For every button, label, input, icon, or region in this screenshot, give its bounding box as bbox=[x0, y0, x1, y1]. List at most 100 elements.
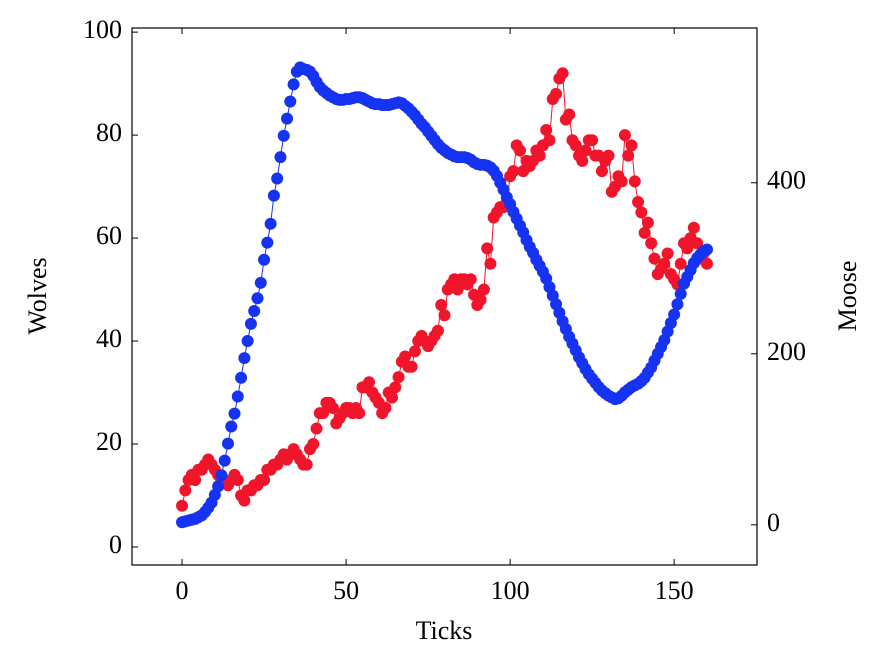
x-tick-label: 100 bbox=[491, 576, 530, 605]
data-point bbox=[274, 151, 287, 164]
data-point bbox=[628, 175, 641, 188]
data-point bbox=[648, 252, 661, 265]
y2-tick-label: 0 bbox=[767, 508, 780, 537]
data-point bbox=[674, 287, 687, 300]
y-axis-label: Wolves bbox=[23, 257, 52, 334]
data-point bbox=[451, 283, 464, 296]
data-point bbox=[481, 242, 494, 255]
data-point bbox=[645, 237, 658, 250]
data-point bbox=[632, 196, 645, 209]
data-point bbox=[641, 216, 654, 229]
x-tick-label: 50 bbox=[333, 576, 359, 605]
data-point bbox=[513, 144, 526, 157]
data-point bbox=[386, 391, 399, 404]
data-point bbox=[379, 401, 392, 414]
data-point bbox=[399, 350, 412, 363]
data-point bbox=[264, 217, 277, 230]
data-point bbox=[238, 352, 251, 365]
data-point bbox=[251, 292, 264, 305]
data-point bbox=[586, 134, 599, 147]
data-point bbox=[363, 376, 376, 389]
data-point bbox=[569, 139, 582, 152]
y-tick-label: 60 bbox=[96, 221, 122, 250]
y2-tick-label: 400 bbox=[767, 166, 806, 195]
data-point bbox=[438, 309, 451, 322]
data-point bbox=[267, 189, 280, 202]
data-point bbox=[638, 226, 651, 239]
data-point bbox=[326, 401, 339, 414]
data-point bbox=[661, 247, 674, 260]
x-tick-label: 150 bbox=[655, 576, 694, 605]
data-point bbox=[474, 293, 487, 306]
data-point bbox=[287, 78, 300, 91]
data-point bbox=[618, 129, 631, 142]
data-point bbox=[435, 298, 448, 311]
data-point bbox=[310, 422, 323, 435]
data-point bbox=[179, 484, 192, 497]
data-point bbox=[389, 381, 402, 394]
plot-frame bbox=[131, 27, 758, 566]
data-point bbox=[317, 407, 330, 420]
data-point bbox=[543, 134, 556, 147]
data-point bbox=[307, 438, 320, 451]
data-point bbox=[658, 257, 671, 270]
data-point bbox=[261, 236, 274, 249]
data-point bbox=[635, 206, 648, 219]
data-point bbox=[408, 345, 421, 358]
data-point bbox=[254, 276, 267, 289]
data-point bbox=[300, 458, 313, 471]
data-point bbox=[533, 149, 546, 162]
data-point bbox=[176, 499, 189, 512]
data-point bbox=[244, 317, 257, 330]
y-tick-label: 80 bbox=[96, 118, 122, 147]
data-point bbox=[248, 305, 261, 318]
x-axis-label: Ticks bbox=[416, 616, 473, 645]
data-point bbox=[258, 253, 271, 266]
y-tick-label: 40 bbox=[96, 324, 122, 353]
data-point bbox=[563, 108, 576, 121]
data-point bbox=[353, 407, 366, 420]
data-point bbox=[595, 165, 608, 178]
y2-tick-label: 200 bbox=[767, 337, 806, 366]
x-tick-label: 0 bbox=[176, 576, 189, 605]
data-point bbox=[241, 334, 254, 347]
data-point bbox=[228, 407, 241, 420]
data-point bbox=[218, 454, 231, 467]
data-point bbox=[484, 257, 497, 270]
data-point bbox=[691, 237, 704, 250]
data-point bbox=[212, 480, 225, 493]
data-point bbox=[700, 257, 713, 270]
data-point bbox=[281, 112, 294, 125]
data-point bbox=[674, 257, 687, 270]
data-point bbox=[556, 67, 569, 80]
data-point bbox=[477, 283, 490, 296]
data-point bbox=[189, 474, 202, 487]
data-point bbox=[221, 437, 234, 450]
data-point bbox=[284, 95, 297, 108]
data-point bbox=[700, 243, 713, 256]
data-point bbox=[687, 221, 700, 234]
y2-axis-label: Moose bbox=[833, 261, 862, 332]
data-point bbox=[392, 371, 405, 384]
data-point bbox=[405, 360, 418, 373]
data-point bbox=[231, 474, 244, 487]
data-point bbox=[668, 308, 681, 321]
data-point bbox=[671, 298, 684, 311]
data-point bbox=[271, 172, 284, 185]
y-tick-label: 100 bbox=[83, 15, 122, 44]
data-point bbox=[225, 420, 238, 433]
data-point bbox=[215, 469, 228, 482]
data-point bbox=[238, 494, 251, 507]
data-point bbox=[231, 390, 244, 403]
data-point bbox=[258, 474, 271, 487]
data-point bbox=[464, 273, 477, 286]
data-point bbox=[681, 242, 694, 255]
data-point bbox=[625, 139, 638, 152]
data-point bbox=[550, 87, 563, 100]
data-point bbox=[622, 149, 635, 162]
y-tick-label: 20 bbox=[96, 427, 122, 456]
data-point bbox=[540, 123, 553, 136]
data-point bbox=[615, 175, 628, 188]
